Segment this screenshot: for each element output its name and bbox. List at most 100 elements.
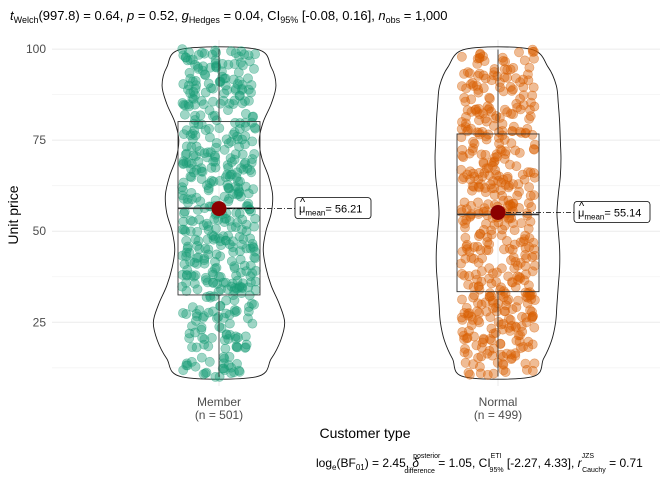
y-tick-label: 75: [33, 133, 47, 147]
jitter-point-member: [230, 48, 241, 58]
jitter-point-normal: [510, 282, 521, 292]
jitter-point-normal: [470, 105, 481, 115]
jitter-point-member: [199, 258, 210, 269]
jitter-points: [177, 44, 540, 382]
jitter-point-normal: [495, 82, 505, 93]
jitter-point-member: [205, 147, 216, 158]
jitter-point-normal: [529, 144, 539, 155]
jitter-point-member: [240, 117, 251, 128]
jitter-point-normal: [514, 147, 525, 158]
jitter-point-normal: [506, 86, 517, 96]
jitter-point-member: [206, 162, 217, 173]
jitter-point-member: [190, 110, 200, 121]
n-value: = 1,000: [400, 8, 447, 23]
jitter-point-member: [228, 236, 238, 247]
y-tick-label: 25: [33, 315, 47, 329]
jitter-point-member: [218, 363, 229, 374]
mean-label-hat-normal: ^: [579, 200, 585, 212]
jitter-point-normal: [495, 349, 506, 360]
jitter-point-normal: [498, 86, 509, 97]
jitter-point-member: [192, 284, 203, 295]
jitter-point-normal: [491, 306, 502, 317]
jitter-point-member: [229, 95, 240, 106]
jitter-point-member: [184, 67, 195, 78]
jitter-point-member: [208, 96, 218, 107]
jitter-point-normal: [483, 163, 494, 174]
jitter-point-normal: [497, 190, 507, 201]
caption-r-value: = 0.71: [606, 456, 643, 470]
jitter-point-member: [184, 247, 195, 258]
jitter-point-normal: [500, 146, 511, 157]
jitter-point-member: [250, 265, 261, 276]
caption-ci-sup: ETI: [491, 453, 502, 460]
jitter-point-member: [226, 281, 237, 292]
jitter-point-member: [185, 226, 196, 237]
jitter-point-normal: [473, 281, 484, 292]
jitter-point-member: [207, 49, 218, 60]
jitter-point-normal: [518, 236, 529, 247]
jitter-point-member: [199, 253, 210, 264]
caption: loge(BF01) = 2.45, δposterior difference …: [316, 453, 643, 475]
jitter-point-normal: [526, 202, 537, 212]
jitter-point-normal: [474, 52, 485, 63]
jitter-point-normal: [515, 77, 525, 88]
jitter-point-member: [210, 162, 221, 173]
mean-label-member: μmean= 56.21: [299, 204, 362, 218]
jitter-point-member: [181, 247, 192, 258]
jitter-point-member: [178, 177, 189, 188]
caption-r: r: [578, 456, 583, 470]
jitter-point-member: [245, 233, 255, 244]
jitter-point-normal: [488, 268, 498, 279]
jitter-point-member: [199, 311, 209, 321]
jitter-point-normal: [527, 266, 538, 277]
jitter-point-normal: [511, 73, 521, 84]
jitter-point-normal: [513, 295, 523, 306]
y-axis-title: Unit price: [5, 185, 21, 244]
jitter-point-member: [232, 167, 243, 178]
jitter-point-normal: [523, 69, 533, 80]
jitter-point-normal: [480, 187, 491, 198]
jitter-point-member: [201, 292, 212, 302]
jitter-point-member: [214, 371, 225, 382]
jitter-point-normal: [469, 138, 480, 149]
jitter-point-member: [219, 335, 230, 345]
jitter-point-member: [234, 208, 245, 219]
jitter-point-normal: [525, 190, 536, 201]
jitter-point-normal: [480, 149, 491, 160]
jitter-point-member: [215, 251, 226, 262]
jitter-point-member: [229, 59, 240, 69]
jitter-point-normal: [491, 267, 502, 278]
jitter-point-normal: [466, 200, 476, 211]
jitter-point-normal: [527, 129, 538, 140]
jitter-point-normal: [494, 138, 504, 149]
jitter-point-normal: [524, 182, 534, 192]
jitter-point-member: [190, 151, 201, 161]
jitter-point-member: [210, 62, 221, 72]
jitter-point-member: [228, 246, 239, 257]
jitter-point-member: [193, 50, 204, 60]
jitter-point-normal: [512, 190, 523, 201]
jitter-point-normal: [478, 70, 489, 81]
jitter-point-member: [178, 193, 189, 204]
jitter-point-normal: [485, 312, 496, 322]
jitter-point-member: [249, 122, 260, 133]
jitter-point-member: [178, 50, 189, 61]
jitter-point-member: [248, 111, 258, 122]
t-value: (997.8) = 0.64,: [38, 8, 127, 23]
jitter-point-member: [179, 208, 189, 219]
jitter-point-normal: [498, 286, 509, 296]
jitter-point-normal: [461, 83, 471, 94]
jitter-point-member: [218, 277, 229, 288]
jitter-point-normal: [514, 336, 525, 347]
jitter-point-normal: [480, 297, 491, 308]
jitter-point-member: [223, 196, 234, 207]
jitter-point-member: [211, 138, 222, 148]
jitter-point-member: [236, 163, 246, 174]
jitter-point-member: [243, 96, 254, 106]
jitter-point-normal: [518, 90, 529, 101]
jitter-point-member: [196, 166, 207, 177]
caption-delta-sup: posterior: [413, 453, 441, 460]
p-value: = 0.52,: [134, 8, 181, 23]
jitter-point-normal: [460, 222, 470, 233]
